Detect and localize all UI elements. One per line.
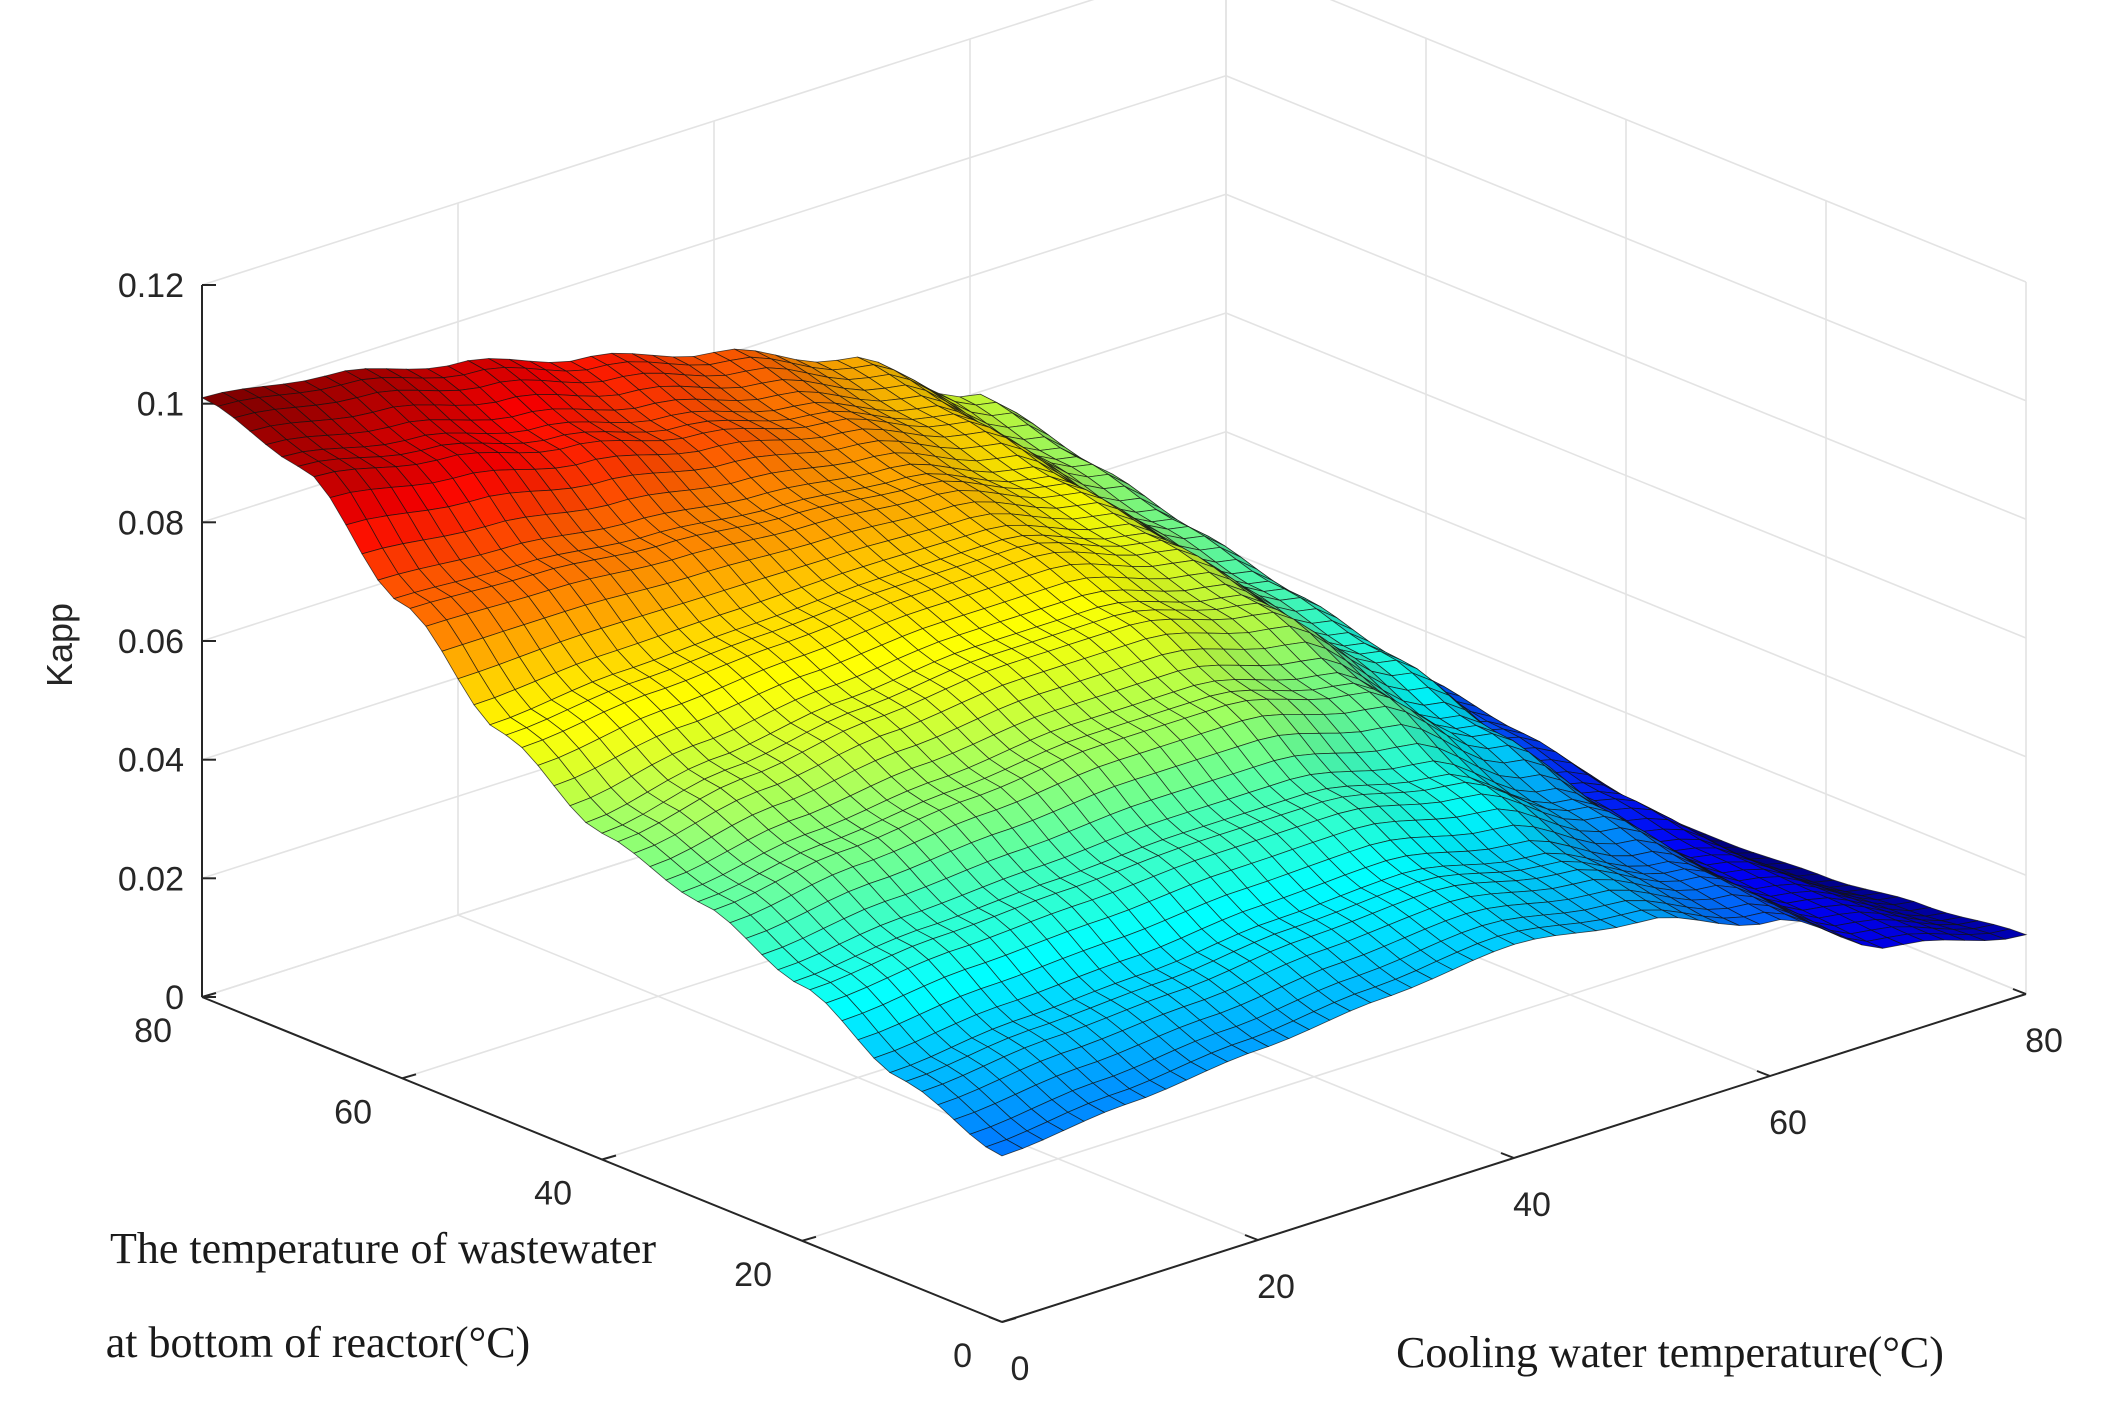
y-tick-mark-4	[201, 992, 217, 998]
grid-line-floor-y-1	[801, 912, 1827, 1242]
z-tick-label-5: 0.1	[137, 386, 184, 424]
z-tick-label-0: 0	[165, 979, 184, 1017]
surface-cell	[985, 1139, 1024, 1157]
x-tick-mark-0	[988, 1316, 1003, 1323]
axis-layer	[201, 284, 2027, 1323]
y-tick-mark-1	[801, 1235, 817, 1242]
x-axis-title: Cooling water temperature(°C)	[1396, 1328, 1944, 1377]
y-tick-mark-0	[1001, 1317, 1017, 1323]
x-tick-label-3: 60	[1769, 1104, 1807, 1142]
x-tick-mark-1	[1244, 1234, 1259, 1241]
label-layer: Kapp Cooling water temperature(°C) The t…	[39, 267, 2063, 1388]
x-tick-label-1: 20	[1257, 1268, 1295, 1306]
grid-layer	[201, 0, 2027, 1323]
x-tick-label-0: 0	[1011, 1350, 1030, 1388]
z-tick-label-2: 0.04	[118, 742, 184, 780]
y-axis-title-line-1: The temperature of wastewater	[110, 1224, 656, 1273]
z-axis-title: Kapp	[39, 603, 80, 687]
x-tick-mark-3	[1756, 1070, 1771, 1077]
y-tick-mark-3	[401, 1073, 417, 1080]
z-tick-label-1: 0.02	[118, 860, 184, 898]
y-tick-label-2: 40	[534, 1175, 572, 1213]
z-tick-label-3: 0.06	[118, 623, 184, 661]
x-tick-label-2: 40	[1513, 1186, 1551, 1224]
surface-layer	[200, 348, 2028, 1157]
x-tick-mark-4	[2012, 988, 2027, 995]
y-tick-label-0: 0	[953, 1337, 972, 1375]
z-tick-label-6: 0.12	[118, 267, 184, 305]
z-tick-label-4: 0.08	[118, 504, 184, 542]
y-tick-label-4: 80	[134, 1012, 172, 1050]
y-tick-label-3: 60	[334, 1093, 372, 1131]
y-axis-title-line-2: at bottom of reactor(°C)	[106, 1318, 530, 1367]
x-tick-mark-2	[1500, 1152, 1515, 1159]
y-tick-label-1: 20	[734, 1256, 772, 1294]
y-tick-mark-2	[601, 1154, 617, 1161]
x-tick-label-4: 80	[2025, 1022, 2063, 1060]
